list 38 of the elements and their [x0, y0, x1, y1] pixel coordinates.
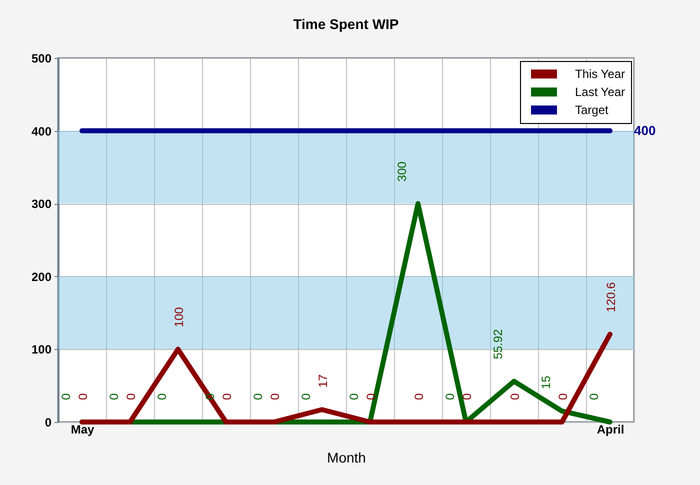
data-label: 0 — [587, 393, 601, 400]
data-label: 120.6 — [604, 282, 618, 312]
data-label: 0 — [251, 393, 265, 400]
y-tick-label: 500 — [31, 52, 52, 66]
data-label: 0 — [76, 393, 90, 400]
data-label: 17 — [316, 374, 330, 388]
chart-title: Time Spent WIP — [293, 16, 399, 32]
data-label: 0 — [155, 393, 169, 400]
data-label: 0 — [556, 393, 570, 400]
data-label: 0 — [124, 393, 138, 400]
y-tick-label: 200 — [31, 270, 52, 284]
data-label: 0 — [59, 393, 73, 400]
legend-label: Last Year — [575, 85, 626, 99]
x-axis-title: Month — [327, 450, 366, 466]
data-label: 0 — [508, 393, 522, 400]
data-label: 0 — [107, 393, 121, 400]
data-label: 0 — [203, 393, 217, 400]
x-tick-label: May — [70, 422, 94, 436]
data-label: 400 — [634, 122, 656, 138]
data-label: 0 — [364, 393, 378, 400]
y-tick-label: 100 — [31, 342, 52, 357]
data-label: 55.92 — [491, 328, 505, 360]
y-tick-label: 300 — [31, 197, 52, 212]
data-label: 0 — [268, 393, 282, 400]
legend-label: Target — [575, 103, 610, 117]
y-tick-label: 400 — [31, 124, 52, 138]
data-label: 0 — [443, 393, 457, 400]
data-label: 0 — [220, 393, 234, 400]
data-label: 0 — [299, 393, 313, 400]
data-label: 0 — [412, 393, 426, 400]
y-tick-label: 0 — [44, 416, 52, 430]
data-label: 15 — [539, 375, 553, 390]
x-tick-label: April — [596, 422, 624, 436]
data-label: 0 — [460, 393, 474, 400]
data-label: 100 — [172, 306, 186, 328]
legend-label: This Year — [575, 67, 626, 81]
data-label: 300 — [395, 161, 409, 182]
data-label: 0 — [347, 393, 361, 400]
